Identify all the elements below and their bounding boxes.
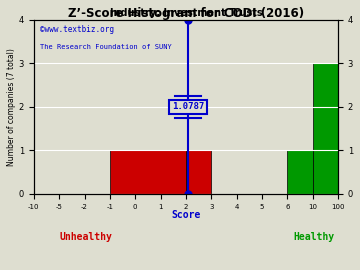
Bar [287, 150, 312, 194]
Bar [110, 150, 186, 194]
Title: Z’-Score Histogram for CODI (2016): Z’-Score Histogram for CODI (2016) [68, 7, 304, 20]
Text: Unhealthy: Unhealthy [59, 232, 112, 242]
Text: ©www.textbiz.org: ©www.textbiz.org [40, 25, 114, 34]
Text: 1.0787: 1.0787 [172, 102, 204, 112]
Bar [186, 150, 211, 194]
Y-axis label: Number of companies (7 total): Number of companies (7 total) [7, 48, 16, 166]
Text: The Research Foundation of SUNY: The Research Foundation of SUNY [40, 44, 172, 50]
Bar [312, 63, 338, 194]
X-axis label: Score: Score [171, 210, 201, 220]
Text: Industry: Investment Trusts: Industry: Investment Trusts [109, 8, 262, 18]
Text: Healthy: Healthy [293, 232, 334, 242]
